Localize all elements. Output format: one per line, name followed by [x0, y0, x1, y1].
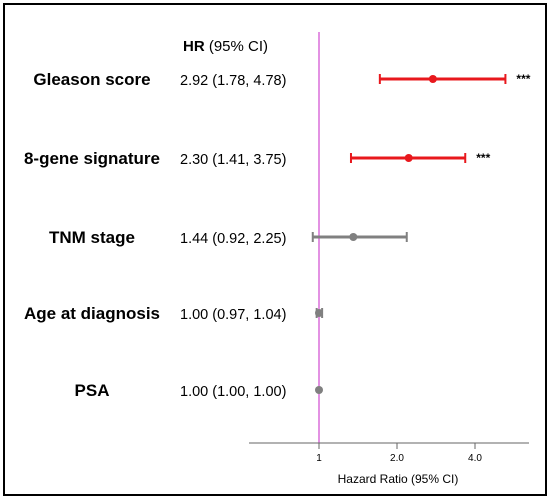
forest-row: TNM stage 1.44 (0.92, 2.25) [49, 228, 408, 247]
hr-ci-text: 1.00 (1.00, 1.00) [180, 384, 286, 400]
forest-row: Gleason score 2.92 (1.78, 4.78) *** [33, 70, 530, 89]
hr-ci-text: 1.00 (0.97, 1.04) [180, 307, 286, 323]
significance-marker: *** [476, 151, 490, 165]
hr-column-header: HR (95% CI) [183, 38, 268, 55]
row-label: 8-gene signature [24, 149, 160, 168]
forest-plot: HR (95% CI) 1 2.0 4.0 Hazard Ratio (95% CI… [24, 32, 531, 486]
row-label: Age at diagnosis [24, 304, 160, 323]
forest-row: PSA 1.00 (1.00, 1.00) [75, 381, 323, 400]
row-label: PSA [75, 381, 110, 400]
forest-row: Age at diagnosis 1.00 (0.97, 1.04) [24, 304, 324, 323]
x-tick-label: 1 [316, 453, 322, 464]
x-tick-label: 2.0 [390, 453, 404, 464]
row-label: TNM stage [49, 228, 135, 247]
point-estimate [349, 233, 358, 241]
hr-ci-text: 2.30 (1.41, 3.75) [180, 152, 286, 168]
x-tick-label: 4.0 [468, 453, 482, 464]
hr-ci-text: 2.92 (1.78, 4.78) [180, 73, 286, 89]
point-estimate [404, 154, 413, 162]
point-estimate [315, 309, 323, 317]
hr-ci-text: 1.44 (0.92, 2.25) [180, 231, 286, 247]
point-estimate [428, 75, 437, 83]
forest-row: 8-gene signature 2.30 (1.41, 3.75) *** [24, 149, 491, 168]
forest-plot-frame: HR (95% CI) 1 2.0 4.0 Hazard Ratio (95% CI… [3, 3, 547, 496]
significance-marker: *** [516, 72, 530, 86]
point-estimate [315, 386, 323, 394]
x-axis-label: Hazard Ratio (95% CI) [338, 472, 459, 486]
row-label: Gleason score [33, 70, 150, 89]
